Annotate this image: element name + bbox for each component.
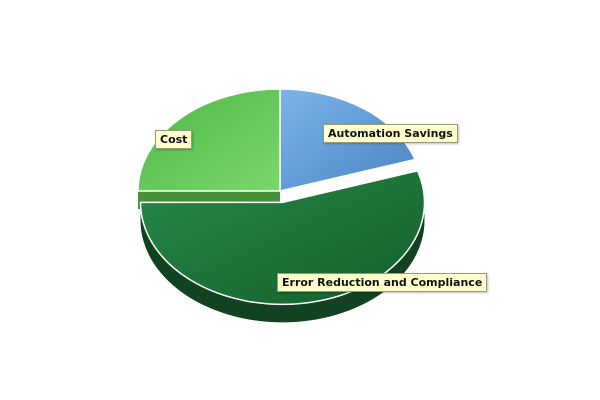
slice-label-automation-savings: Automation Savings [323,124,458,143]
slice-label-error-reduction: Error Reduction and Compliance [277,273,488,292]
pie-slice-1[interactable] [139,169,426,306]
slice-label-cost: Cost [155,130,193,149]
pie-side-1 [140,202,425,323]
pie-slice-2[interactable] [137,88,281,192]
